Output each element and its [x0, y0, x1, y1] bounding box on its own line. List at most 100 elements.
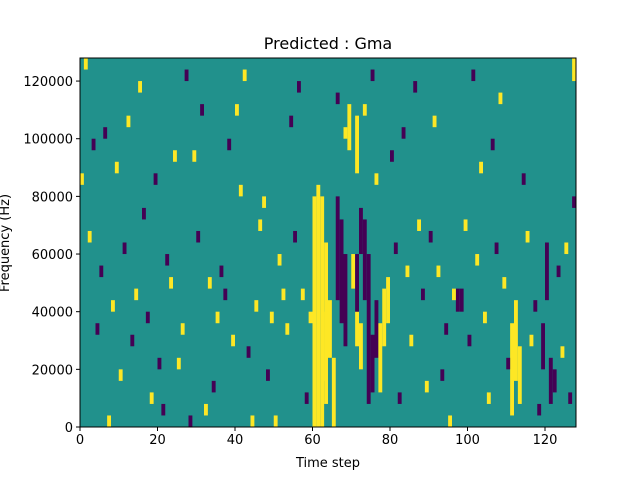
- heatmap-cell: [494, 242, 499, 255]
- heatmap-cell: [196, 230, 201, 243]
- heatmap-cell: [545, 242, 549, 301]
- heatmap-cell: [417, 219, 421, 231]
- heatmap-cell: [118, 369, 123, 381]
- y-axis: 0 20000 40000 60000 80000 100000 120000: [23, 75, 80, 436]
- heatmap-cell: [537, 403, 542, 416]
- heatmap-cell: [312, 196, 317, 427]
- heatmap-cell: [173, 150, 177, 162]
- heatmap-cell: [80, 173, 84, 185]
- heatmap-cell: [192, 150, 197, 162]
- heatmap-cell: [378, 323, 383, 393]
- heatmap-cell: [207, 277, 212, 289]
- y-tick-label: 100000: [23, 133, 73, 148]
- y-axis-label: Frequency (Hz): [0, 194, 13, 292]
- heatmap-cell: [87, 230, 92, 243]
- heatmap-cell: [176, 357, 181, 370]
- heatmap-cell: [359, 323, 363, 370]
- x-tick-label: 0: [76, 433, 84, 448]
- heatmap-cell: [393, 242, 398, 255]
- heatmap-cell: [316, 184, 321, 427]
- x-tick-label: 120: [533, 433, 558, 448]
- heatmap-cell: [529, 334, 534, 347]
- x-axis-label: Time step: [295, 456, 360, 471]
- heatmap-cell: [424, 380, 429, 393]
- heatmap-cell: [343, 127, 348, 139]
- heatmap-cell: [145, 311, 150, 324]
- heatmap-cell: [386, 277, 390, 324]
- heatmap-cell: [289, 115, 294, 128]
- heatmap-cell: [552, 369, 557, 393]
- heatmap-cell: [273, 415, 278, 427]
- heatmap-cell: [339, 219, 344, 324]
- heatmap-cell: [122, 242, 127, 255]
- heatmap-cell: [320, 196, 325, 427]
- heatmap-cell: [444, 323, 449, 335]
- heatmap-cell: [254, 300, 259, 312]
- heatmap-cell: [107, 415, 111, 427]
- heatmap-cell: [517, 346, 522, 404]
- heatmap-cell: [277, 254, 282, 266]
- heatmap-cell: [130, 334, 135, 347]
- heatmap-cell: [506, 357, 511, 370]
- heatmap-cell: [215, 311, 220, 324]
- heatmap-cell: [335, 92, 340, 105]
- heatmap-cell: [142, 207, 146, 220]
- heatmap-cell: [103, 127, 108, 139]
- heatmap-cell: [479, 161, 483, 174]
- chart-title: Predicted : Gma: [264, 34, 392, 53]
- heatmap-cell: [308, 311, 313, 324]
- x-axis: 0 20 40 60 80 100 120: [76, 427, 558, 448]
- heatmap-cell: [335, 196, 340, 301]
- heatmap-cell: [374, 173, 379, 185]
- heatmap-cell: [405, 265, 410, 278]
- heatmap-cell: [355, 254, 359, 312]
- heatmap-cell: [483, 311, 487, 324]
- heatmap-cell: [231, 334, 235, 347]
- heatmap-cell: [362, 219, 367, 301]
- heatmap-cell: [134, 288, 139, 301]
- heatmap-cell: [486, 392, 491, 404]
- heatmap-cell: [568, 392, 573, 404]
- heatmap-cell: [266, 369, 270, 381]
- heatmap-cell: [382, 288, 387, 347]
- heatmap-cell: [514, 300, 518, 381]
- heatmap-cell: [471, 69, 476, 82]
- heatmap-cell: [560, 346, 565, 358]
- heatmap-cell: [459, 288, 464, 312]
- heatmap-cell: [149, 392, 154, 404]
- heatmap-cell: [204, 403, 208, 416]
- heatmap-cell: [324, 311, 328, 381]
- heatmap-cell: [521, 173, 526, 185]
- heatmap-cell: [293, 230, 297, 243]
- heatmap-cell: [390, 150, 394, 162]
- heatmap-cell: [180, 323, 185, 335]
- heatmap-cell: [548, 357, 553, 404]
- heatmap-cell: [421, 288, 425, 301]
- heatmap-cell: [95, 323, 100, 335]
- heatmap-cell: [467, 334, 472, 347]
- heatmap-cell: [436, 265, 441, 278]
- heatmap-cell: [165, 254, 170, 266]
- heatmap-cell: [200, 104, 204, 116]
- heatmap-cell: [370, 334, 375, 393]
- heatmap-cell: [184, 69, 189, 82]
- heatmap-cell: [157, 357, 162, 370]
- plot-area: [79, 57, 577, 428]
- heatmap-cell: [281, 288, 286, 301]
- heatmap-cell: [161, 403, 166, 416]
- heatmap-cell: [355, 311, 359, 347]
- heatmap-cell: [153, 173, 158, 185]
- y-tick-label: 60000: [32, 248, 73, 263]
- x-tick-label: 80: [382, 433, 399, 448]
- heatmap-cell: [328, 300, 332, 358]
- heatmap-cell: [502, 277, 507, 289]
- heatmap-cell: [246, 346, 251, 358]
- heatmap-cell: [498, 92, 503, 105]
- heatmap-cell: [440, 369, 445, 381]
- heatmap-cell: [300, 288, 305, 301]
- heatmap-cell: [359, 207, 363, 255]
- heatmap-cell: [452, 288, 456, 301]
- heatmap-cell: [91, 138, 96, 151]
- heatmap-cell: [297, 81, 301, 93]
